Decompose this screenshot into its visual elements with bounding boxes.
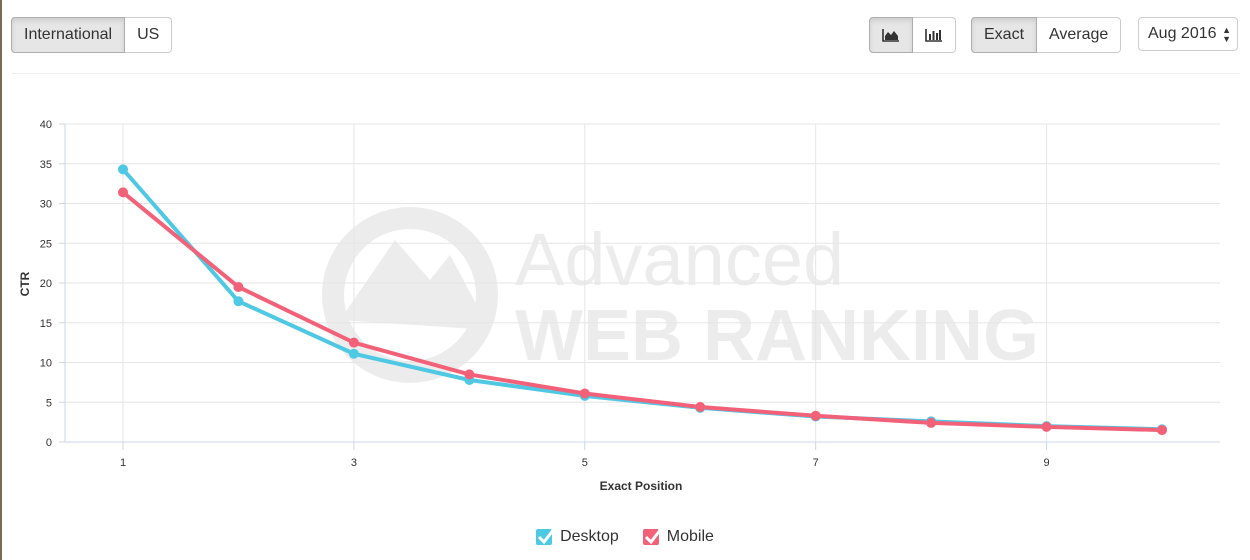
data-point-mobile[interactable] xyxy=(695,402,706,413)
y-tick-label: 40 xyxy=(40,119,52,131)
y-tick-label: 20 xyxy=(40,278,52,290)
mode-toggle: Exact Average xyxy=(971,17,1122,53)
watermark-logo: Advanced WEB RANKING xyxy=(322,207,1039,383)
y-tick-label: 30 xyxy=(40,199,52,211)
svg-text:WEB RANKING: WEB RANKING xyxy=(515,296,1039,376)
exact-button[interactable]: Exact xyxy=(971,17,1038,53)
data-point-mobile[interactable] xyxy=(926,417,937,428)
area-chart-icon xyxy=(882,29,899,42)
x-tick-label: 1 xyxy=(120,457,126,469)
bar-chart-button[interactable] xyxy=(913,17,956,53)
y-tick-label: 15 xyxy=(40,318,52,330)
select-arrows-icon: ▲ ▼ xyxy=(1222,25,1231,44)
international-button[interactable]: International xyxy=(11,17,126,53)
checkbox-mobile-icon xyxy=(642,528,662,545)
y-axis-title: CTR xyxy=(18,271,32,296)
region-toggle: International US xyxy=(11,17,173,53)
data-point-mobile[interactable] xyxy=(579,388,590,399)
toolbar: International US Exact Average Aug 2016 … xyxy=(0,0,1250,74)
x-axis-title: Exact Position xyxy=(600,479,683,493)
y-tick-label: 25 xyxy=(40,238,52,250)
data-point-desktop[interactable] xyxy=(348,348,359,359)
data-point-mobile[interactable] xyxy=(233,281,244,292)
y-tick-label: 10 xyxy=(40,358,52,370)
legend-item-mobile[interactable]: Mobile xyxy=(642,524,714,550)
date-select[interactable]: Aug 2016 ▲ ▼ xyxy=(1138,17,1238,51)
x-tick-label: 3 xyxy=(351,457,357,469)
us-button[interactable]: US xyxy=(125,17,173,53)
chart-type-toggle xyxy=(869,17,956,53)
data-point-mobile[interactable] xyxy=(118,187,128,198)
chart-axes xyxy=(59,123,1220,450)
data-point-desktop[interactable] xyxy=(118,164,128,175)
data-point-mobile[interactable] xyxy=(1157,425,1167,436)
data-point-mobile[interactable] xyxy=(464,369,475,380)
legend-item-desktop[interactable]: Desktop xyxy=(536,524,619,550)
legend-label-desktop: Desktop xyxy=(560,528,619,545)
area-chart-button[interactable] xyxy=(869,17,913,53)
data-point-mobile[interactable] xyxy=(1041,421,1052,432)
data-point-mobile[interactable] xyxy=(348,337,359,348)
data-point-desktop[interactable] xyxy=(233,296,244,307)
y-axis-labels: 0 5 10 15 20 25 30 35 40 xyxy=(40,119,52,449)
checkbox-desktop-icon xyxy=(536,528,556,545)
svg-text:Advanced: Advanced xyxy=(515,218,844,301)
y-tick-label: 35 xyxy=(40,159,52,171)
chart-legend: Desktop Mobile xyxy=(0,524,1250,550)
x-tick-label: 9 xyxy=(1043,457,1049,469)
average-button[interactable]: Average xyxy=(1037,17,1122,53)
y-tick-label: 0 xyxy=(46,437,52,449)
x-tick-label: 7 xyxy=(813,457,819,469)
x-axis-labels: 1 3 5 7 9 xyxy=(120,457,1050,469)
bar-chart-icon xyxy=(925,29,942,42)
data-point-mobile[interactable] xyxy=(810,410,821,421)
y-tick-label: 5 xyxy=(46,397,52,409)
series-line-mobile xyxy=(121,190,1164,433)
chart-series xyxy=(118,164,1167,436)
legend-label-mobile: Mobile xyxy=(666,528,714,545)
toolbar-divider xyxy=(12,73,1240,74)
date-select-value: Aug 2016 xyxy=(1148,25,1217,42)
x-tick-label: 5 xyxy=(582,457,588,469)
window-edge xyxy=(0,0,2,560)
